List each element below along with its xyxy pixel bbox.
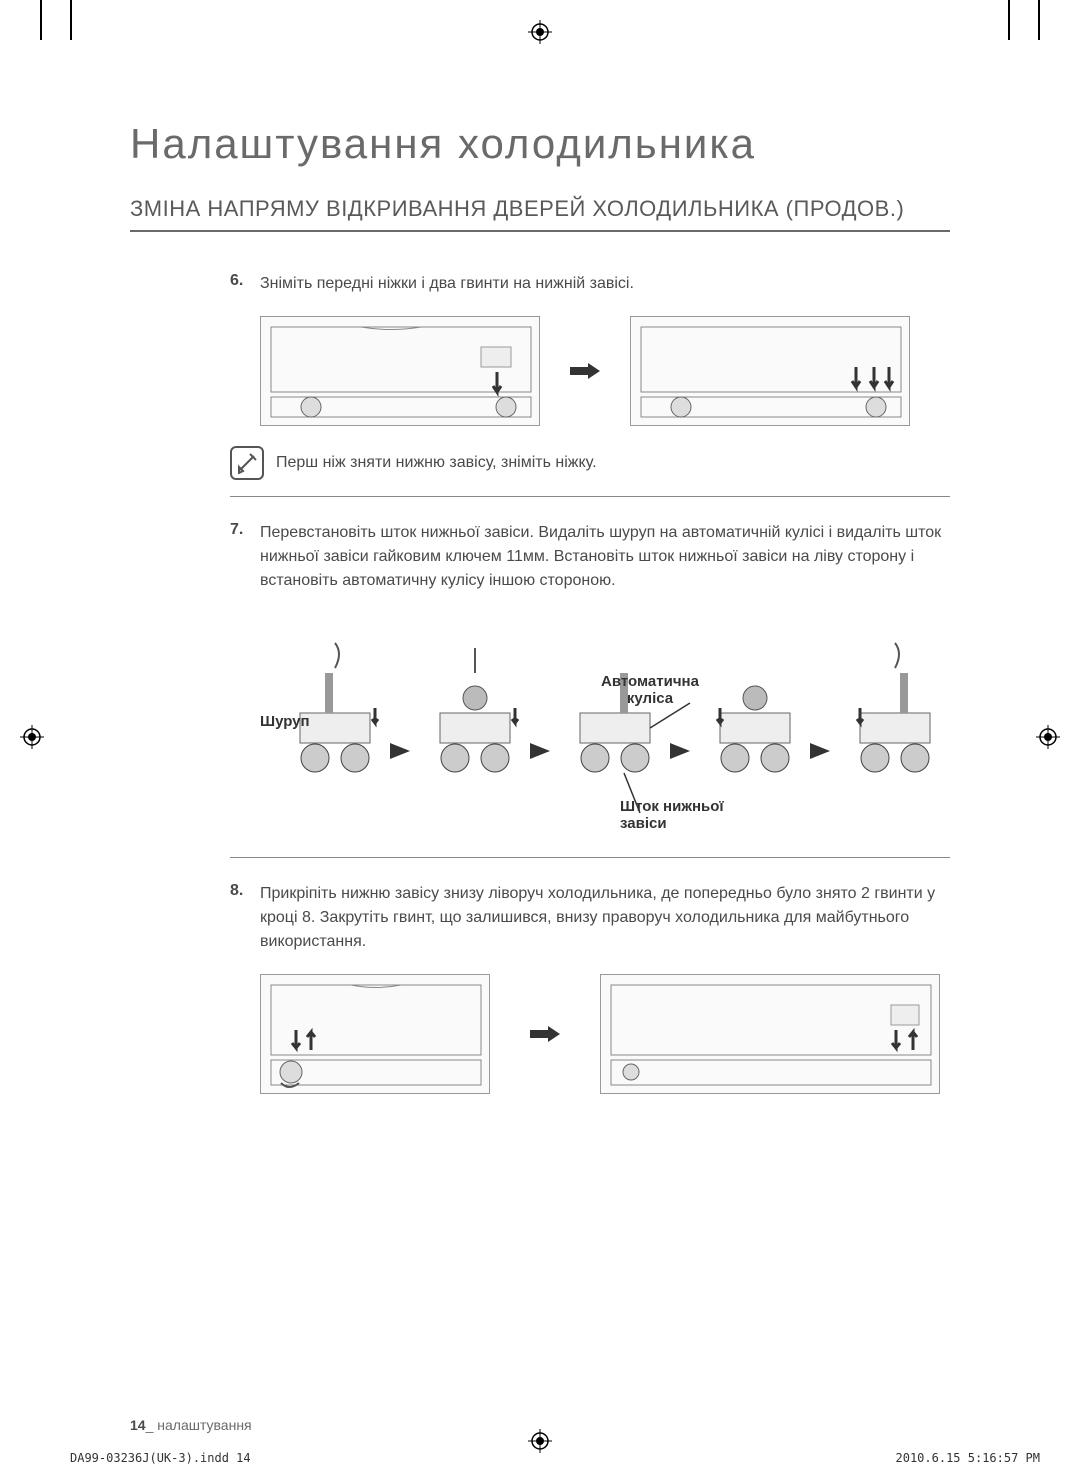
step-number: 6. [230, 272, 260, 296]
registration-mark-icon [1036, 725, 1060, 749]
diagram-8a [260, 974, 490, 1094]
diagram-8b [600, 974, 940, 1094]
divider [230, 857, 950, 858]
step-number: 7. [230, 521, 260, 593]
note-row: Перш ніж зняти нижню завісу, зніміть ніж… [230, 446, 950, 480]
diagram-6b [630, 316, 910, 426]
label-text: завіси [620, 815, 667, 832]
page-number: 14 [130, 1417, 146, 1433]
step-number: 8. [230, 882, 260, 954]
diagram-6a [260, 316, 540, 426]
crop-mark [40, 0, 42, 40]
step-7: 7. Перевстановіть шток нижньої завіси. В… [230, 521, 950, 593]
arrow-right-icon [530, 1026, 560, 1042]
section-name: _ налаштування [146, 1417, 252, 1433]
crop-mark [1008, 0, 1010, 40]
page-title: Налаштування холодильника [130, 120, 950, 168]
crop-mark [70, 0, 72, 40]
figure-step-8 [260, 974, 950, 1094]
footer-page-label: 14_ налаштування [130, 1417, 252, 1433]
figure-step-7: Шуруп Автоматична куліса Шток нижньої за… [260, 613, 960, 833]
note-text: Перш ніж зняти нижню завісу, зніміть ніж… [276, 454, 597, 472]
step-6: 6. Зніміть передні ніжки і два гвинти на… [230, 272, 950, 296]
step-8: 8. Прикріпіть нижню завісу знизу ліворуч… [230, 882, 950, 954]
label-text: куліса [627, 690, 673, 707]
section-subtitle: ЗМІНА НАПРЯМУ ВІДКРИВАННЯ ДВЕРЕЙ ХОЛОДИЛ… [130, 196, 950, 222]
step-text: Прикріпіть нижню завісу знизу ліворуч хо… [260, 882, 950, 954]
indd-file-info: DA99-03236J(UK-3).indd 14 [70, 1451, 251, 1465]
subtitle-container: ЗМІНА НАПРЯМУ ВІДКРИВАННЯ ДВЕРЕЙ ХОЛОДИЛ… [130, 196, 950, 232]
label-text: Шток нижньої [620, 798, 724, 815]
figure-step-6 [260, 316, 950, 426]
page-footer: 14_ налаштування [130, 1417, 950, 1433]
crop-mark [1038, 0, 1040, 40]
step-text: Перевстановіть шток нижньої завіси. Вида… [260, 521, 950, 593]
label-lower: Шток нижньої завіси [620, 798, 724, 832]
registration-mark-icon [528, 20, 552, 44]
arrow-right-icon [570, 363, 600, 379]
indd-date-info: 2010.6.15 5:16:57 PM [896, 1451, 1041, 1465]
step-text: Зніміть передні ніжки і два гвинти на ни… [260, 272, 634, 296]
registration-mark-icon [20, 725, 44, 749]
label-text: Автоматична [601, 673, 699, 690]
page-content: Налаштування холодильника ЗМІНА НАПРЯМУ … [130, 120, 950, 1393]
note-icon [230, 446, 264, 480]
label-screw: Шуруп [260, 713, 310, 730]
label-auto: Автоматична куліса [580, 673, 720, 707]
divider [230, 496, 950, 497]
